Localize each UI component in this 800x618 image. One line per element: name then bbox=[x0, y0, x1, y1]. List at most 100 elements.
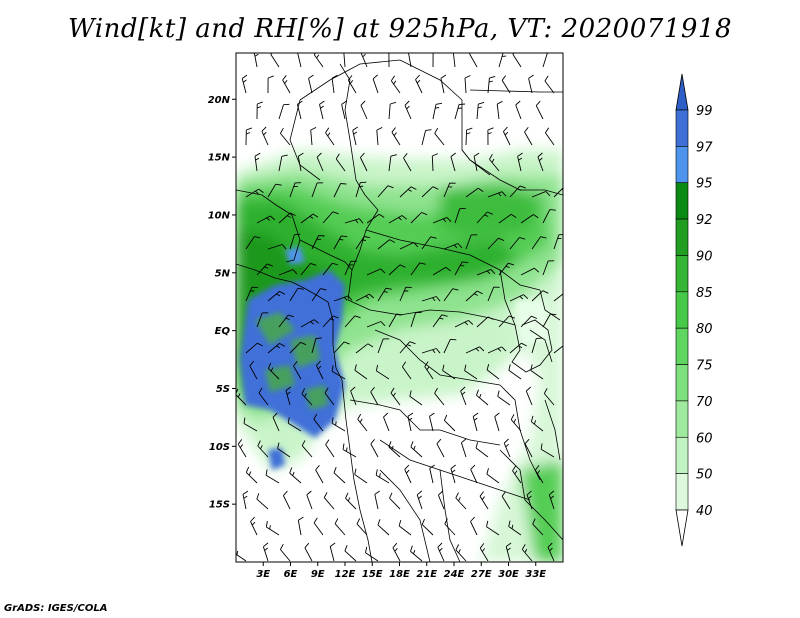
wind-barb bbox=[360, 100, 368, 120]
wind-barb bbox=[465, 127, 473, 146]
wind-barb bbox=[469, 53, 478, 68]
wind-barb bbox=[404, 100, 412, 120]
wind-barb bbox=[432, 216, 452, 224]
wind-barb bbox=[377, 338, 390, 354]
colorbar-segment bbox=[675, 400, 689, 438]
wind-barb bbox=[265, 469, 280, 484]
wind-barb bbox=[410, 262, 426, 276]
wind-barb bbox=[289, 233, 301, 250]
wind-barb bbox=[278, 269, 298, 276]
colorbar-label: 90 bbox=[696, 249, 713, 264]
lat-tick-label: 5N bbox=[215, 268, 231, 279]
wind-barb bbox=[390, 387, 401, 406]
wind-barb bbox=[304, 542, 313, 562]
wind-barb bbox=[509, 342, 527, 354]
wind-barb bbox=[344, 315, 361, 328]
wind-barb bbox=[322, 211, 339, 224]
wind-barb bbox=[475, 442, 489, 458]
wind-barb bbox=[390, 75, 401, 94]
wind-barb bbox=[524, 438, 533, 458]
wind-barb bbox=[509, 294, 529, 302]
wind-barb bbox=[245, 466, 258, 484]
wind-barb bbox=[498, 213, 517, 224]
wind-barb bbox=[325, 127, 335, 146]
wind-barb bbox=[521, 544, 533, 562]
colorbar-label: 92 bbox=[696, 213, 713, 228]
colorbar-label: 97 bbox=[696, 140, 713, 155]
wind-barb bbox=[520, 315, 538, 328]
wind-barb bbox=[496, 100, 503, 120]
wind-barb bbox=[505, 542, 512, 562]
lon-tick-label: 3E bbox=[256, 569, 270, 580]
lat-tick-label: 10S bbox=[209, 442, 230, 453]
wind-barb bbox=[377, 185, 394, 198]
wind-barb bbox=[470, 464, 478, 484]
wind-barb bbox=[486, 363, 500, 380]
wind-barb bbox=[421, 186, 439, 198]
wind-barb bbox=[391, 127, 401, 146]
wind-barb bbox=[440, 74, 447, 94]
wind-barb bbox=[392, 542, 401, 562]
colorbar-label: 60 bbox=[696, 431, 713, 446]
wind-barb bbox=[375, 469, 390, 484]
wind-barb bbox=[296, 100, 303, 120]
wind-barb bbox=[442, 364, 456, 380]
lat-tick-label: 5S bbox=[216, 384, 230, 395]
wind-barb bbox=[374, 490, 380, 510]
wind-barb bbox=[366, 268, 386, 276]
wind-barb bbox=[256, 493, 269, 510]
wind-barb bbox=[404, 464, 412, 484]
colorbar-label: 50 bbox=[696, 468, 713, 483]
wind-barb bbox=[249, 360, 258, 380]
wind-barb bbox=[421, 518, 434, 536]
wind-barb bbox=[429, 412, 435, 432]
lon-tick-label: 21E bbox=[416, 569, 437, 580]
wind-barb bbox=[465, 234, 478, 250]
wind-barb bbox=[454, 207, 466, 224]
wind-barb bbox=[322, 262, 339, 276]
wind-barb bbox=[464, 364, 478, 380]
colorbar-segment bbox=[675, 146, 689, 184]
wind-barb bbox=[487, 237, 505, 250]
colorbar-label: 75 bbox=[696, 359, 713, 374]
wind-barb bbox=[437, 542, 445, 562]
wind-barb bbox=[421, 129, 432, 146]
wind-barb bbox=[323, 492, 335, 510]
wind-barb bbox=[487, 346, 507, 354]
wind-barb bbox=[432, 314, 448, 328]
wind-barb bbox=[487, 75, 496, 94]
wind-barb bbox=[316, 152, 324, 172]
wind-barb bbox=[443, 338, 457, 354]
wind-barb bbox=[388, 215, 407, 224]
wind-barb bbox=[399, 341, 416, 354]
wind-barb bbox=[372, 74, 379, 94]
wind-barb bbox=[547, 542, 555, 562]
wind-barb bbox=[325, 439, 335, 458]
wind-barb bbox=[306, 490, 313, 510]
wind-barb bbox=[436, 438, 445, 458]
wind-barb bbox=[416, 490, 423, 510]
latitude-axis: 20N 15N 10N 5N EQ 5S 10S 15S bbox=[208, 95, 236, 511]
colorbar-top-arrow bbox=[675, 73, 689, 111]
wind-barb bbox=[333, 183, 347, 198]
wind-barb bbox=[465, 346, 485, 354]
wind-barb bbox=[465, 290, 483, 302]
wind-barb bbox=[479, 491, 489, 510]
wind-barb bbox=[542, 260, 555, 276]
wind-barb bbox=[342, 443, 357, 458]
wind-barb bbox=[324, 387, 335, 406]
wind-barb bbox=[476, 101, 485, 120]
wind-barb bbox=[282, 490, 291, 510]
wind-barb bbox=[253, 53, 259, 68]
wind-barb bbox=[289, 467, 302, 484]
wind-barb bbox=[460, 438, 467, 458]
wind-barb bbox=[530, 364, 544, 380]
wind-barb bbox=[344, 218, 364, 224]
wind-barb bbox=[512, 53, 522, 68]
wind-barb bbox=[455, 544, 467, 562]
wind-barb bbox=[532, 518, 544, 536]
wind-barb bbox=[443, 288, 459, 302]
wind-barb bbox=[376, 126, 383, 146]
wind-barb bbox=[329, 542, 336, 562]
wind-barb bbox=[280, 543, 291, 562]
